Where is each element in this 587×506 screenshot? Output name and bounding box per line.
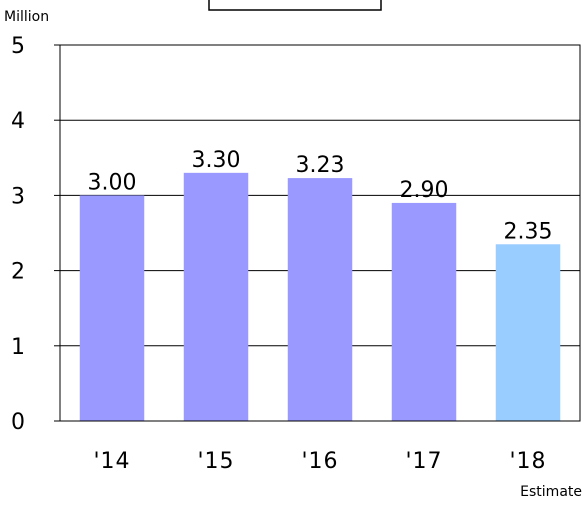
y-tick-label: 0 [11,410,25,435]
bar [183,172,249,421]
data-label: 3.23 [296,153,345,178]
y-unit-label: Million [4,9,49,25]
y-tick-label: 1 [11,335,25,360]
data-label: 3.00 [88,170,137,195]
data-label: 2.90 [400,178,449,203]
y-tick-label: 5 [11,34,25,59]
y-tick-label: 4 [11,109,25,134]
bar [495,244,561,421]
plot-frame [59,44,581,422]
data-label: 3.30 [192,148,241,173]
x-tick-label: '17 [405,449,442,474]
title-box [208,0,382,11]
y-tick-label: 2 [11,260,25,285]
x-tick-label: '18 [509,449,546,474]
x-axis-ticks: '14 '15 '16 '17 '18 [93,449,546,474]
y-tick-label: 3 [11,184,25,209]
bar [287,178,353,421]
bar [391,202,457,421]
y-axis-ticks: 0 1 2 3 4 5 [11,34,60,435]
bar [79,195,145,421]
estimate-note: Estimate [520,484,582,500]
data-label: 2.35 [504,219,553,244]
x-tick-label: '14 [93,449,130,474]
x-tick-label: '16 [301,449,338,474]
x-tick-label: '15 [197,449,234,474]
data-labels: 3.00 3.30 3.23 2.90 2.35 [88,148,553,244]
bars [79,172,561,421]
